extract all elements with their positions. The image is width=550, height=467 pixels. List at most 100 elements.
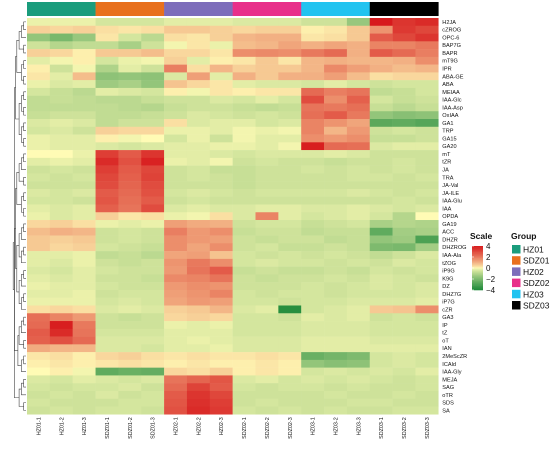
row-label: IAA-Glc: [442, 98, 461, 104]
row-label: DHZROG: [442, 245, 466, 251]
group-legend-label: SDZ02: [523, 278, 550, 288]
scale-swatch: [472, 273, 483, 275]
heatmap-cell: [141, 188, 165, 197]
heatmap-cell: [72, 95, 96, 104]
heatmap-cell: [141, 235, 165, 244]
heatmap-cell: [392, 390, 416, 399]
heatmap-cell: [141, 227, 165, 236]
heatmap-cell: [72, 49, 96, 58]
heatmap-cell: [141, 313, 165, 322]
heatmap-cell: [415, 64, 439, 73]
heatmap-cell: [392, 56, 416, 65]
heatmap-cell: [232, 344, 256, 353]
heatmap-cell: [415, 18, 439, 27]
row-label: IAA-Asp: [442, 105, 463, 111]
heatmap-cell: [209, 33, 233, 42]
dendrogram-branch: [17, 335, 22, 367]
heatmap-cell: [186, 126, 211, 135]
heatmap-cell: [209, 359, 233, 368]
heatmap-cell: [324, 142, 348, 151]
heatmap-cell: [209, 227, 233, 236]
heatmap-cell: [369, 157, 393, 166]
heatmap-cell: [301, 235, 325, 244]
heatmap-cell: [49, 80, 73, 89]
heatmap-cell: [255, 33, 279, 42]
heatmap-cell: [301, 111, 325, 120]
heatmap-cell: [301, 134, 325, 143]
heatmap-cell: [72, 367, 96, 376]
row-label: GA15: [442, 136, 456, 142]
heatmap-cell: [209, 297, 233, 306]
heatmap-cell: [209, 235, 233, 244]
heatmap-cell: [49, 111, 73, 120]
heatmap-cell: [164, 25, 188, 34]
heatmap-cell: [346, 126, 370, 135]
heatmap-cell: [278, 251, 302, 260]
row-label: TRP: [442, 129, 453, 135]
row-label: oTR: [442, 393, 453, 399]
heatmap-cell: [369, 227, 393, 236]
scale-tick-label: 0: [486, 264, 491, 273]
heatmap-cell: [324, 220, 348, 229]
heatmap-cell: [255, 344, 279, 353]
heatmap-cell: [72, 266, 96, 275]
heatmap-cell: [301, 367, 325, 376]
heatmap-cell: [141, 165, 165, 174]
heatmap-cell: [27, 165, 51, 174]
heatmap-cell: [278, 243, 302, 252]
dendrogram-branch: [12, 242, 15, 290]
heatmap-cell: [95, 313, 119, 322]
heatmap-cell: [346, 227, 370, 236]
heatmap-cell: [369, 33, 393, 42]
heatmap-cell: [324, 243, 348, 252]
heatmap-cell: [49, 390, 73, 399]
heatmap-cell: [164, 251, 188, 260]
heatmap-cell: [278, 111, 302, 120]
heatmap-cell: [415, 56, 439, 65]
scale-swatch: [472, 270, 483, 272]
heatmap-cell: [186, 243, 211, 252]
heatmap-cell: [301, 266, 325, 275]
heatmap-cell: [141, 258, 165, 267]
heatmap-cell: [278, 181, 302, 190]
row-label: GA3: [442, 315, 453, 321]
heatmap-cell: [255, 390, 279, 399]
column-label: HZ03-2: [333, 417, 339, 435]
heatmap-cell: [415, 134, 439, 143]
group-legend-swatch: [512, 289, 521, 299]
heatmap-cell: [209, 383, 233, 392]
heatmap-cell: [392, 49, 416, 58]
heatmap-cell: [95, 352, 119, 361]
heatmap-cell: [164, 119, 188, 128]
heatmap-cell: [164, 41, 188, 50]
heatmap-cell: [209, 321, 233, 330]
heatmap-cell: [415, 297, 439, 306]
heatmap-cell: [27, 375, 51, 384]
heatmap-cell: [186, 367, 211, 376]
heatmap-cell: [27, 383, 51, 392]
heatmap-cell: [346, 305, 370, 314]
heatmap-cell: [27, 87, 51, 96]
dendrogram-branch: [23, 107, 26, 116]
dendrogram-branch: [23, 153, 26, 163]
heatmap-cell: [118, 49, 142, 58]
row-label: cZR: [442, 307, 452, 313]
scale-swatch: [472, 265, 483, 268]
heatmap-cell: [72, 243, 96, 252]
row-label: JA: [442, 168, 449, 174]
heatmap-cell: [278, 235, 302, 244]
heatmap-cell: [392, 18, 416, 27]
heatmap-cell: [27, 313, 51, 322]
group-legend-swatch: [512, 256, 521, 265]
scale-swatch: [472, 259, 483, 261]
heatmap-cell: [95, 188, 119, 197]
heatmap-cell: [95, 406, 119, 415]
heatmap-cell: [301, 305, 325, 314]
heatmap-cell: [95, 243, 119, 252]
heatmap-cell: [49, 25, 73, 34]
heatmap-cell: [255, 359, 279, 368]
heatmap-cell: [209, 204, 233, 213]
heatmap-cell: [255, 80, 279, 89]
heatmap-cell: [255, 103, 279, 112]
heatmap-cell: [164, 328, 188, 337]
